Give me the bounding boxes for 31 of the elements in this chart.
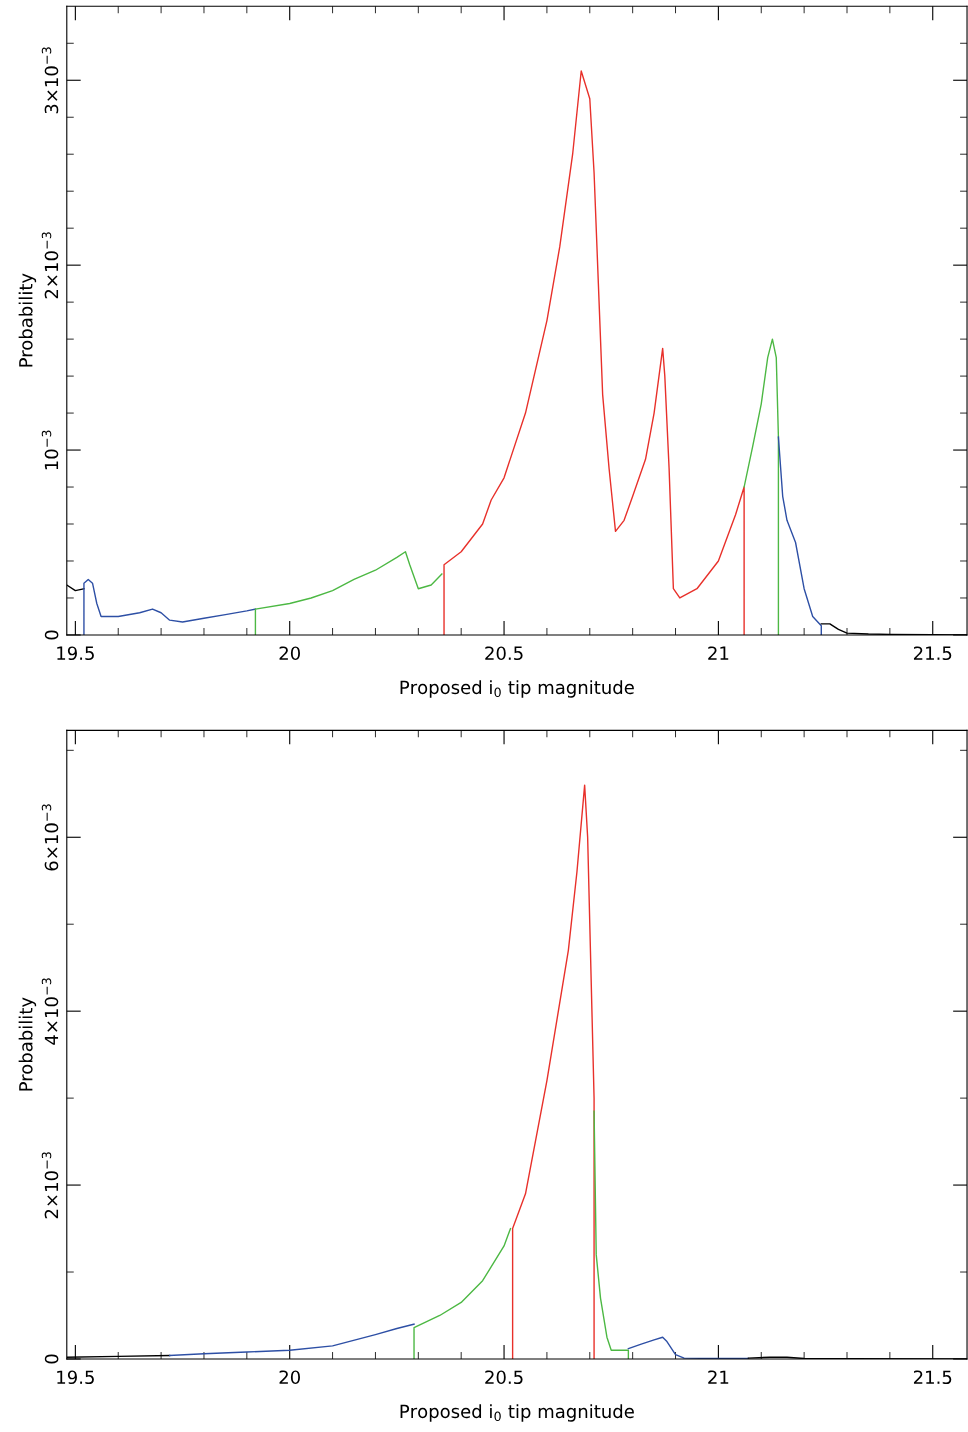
x-tick-label: 19.5: [57, 1370, 94, 1385]
line-series: [511, 784, 595, 1359]
line-series: [83, 578, 257, 635]
x-tick-label: 21.5: [913, 1370, 952, 1385]
x-axis-title: Proposed i$_{0}$ tip magnitude: [400, 1404, 634, 1422]
line-series: [443, 70, 745, 635]
y-tick-label: 6×10$^{−3}$: [41, 804, 59, 871]
line-series: [777, 436, 822, 635]
x-tick-label: 19.5: [57, 646, 94, 661]
y-axis-title: Probability: [18, 273, 37, 367]
line-series: [413, 1227, 512, 1359]
y-axis-title: Probability: [18, 997, 37, 1091]
x-axis-title: Proposed i$_{0}$ tip magnitude: [400, 680, 634, 698]
line-series: [254, 551, 443, 635]
line-series: [743, 338, 780, 635]
y-tick-label: 2×10$^{−3}$: [41, 232, 59, 299]
y-tick-label: 2×10$^{−3}$: [41, 1152, 59, 1219]
line-series: [593, 1110, 630, 1359]
x-tick-label: 20.5: [485, 646, 523, 661]
x-tick-label: 20.5: [485, 1370, 523, 1385]
x-tick-label: 20: [279, 646, 300, 661]
x-tick-label: 21.5: [913, 646, 952, 661]
y-tick-label: 0: [44, 1354, 59, 1364]
x-tick-label: 21: [708, 1370, 729, 1384]
line-series: [168, 1323, 415, 1357]
x-tick-label: 21: [708, 646, 729, 660]
y-tick-label: 10$^{−3}$: [41, 430, 59, 470]
x-tick-label: 20: [279, 1370, 300, 1385]
y-tick-label: 4×10$^{−3}$: [41, 978, 59, 1045]
y-tick-label: 0: [44, 630, 59, 640]
y-tick-label: 3×10$^{−3}$: [41, 47, 59, 114]
